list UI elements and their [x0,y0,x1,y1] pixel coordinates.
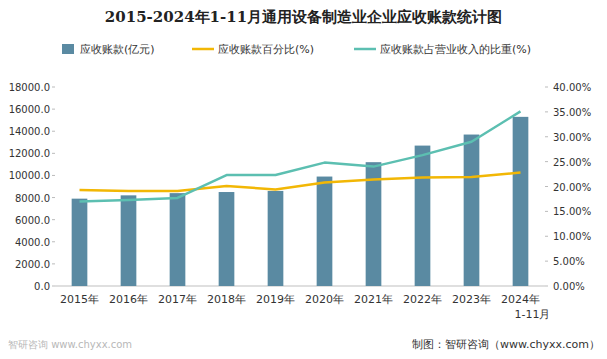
x-tick-label: 2019年 [256,293,295,306]
y-tick-label: 14000.0 [9,126,50,137]
line [80,173,521,191]
y2-tick [545,161,548,162]
y-tick [52,241,55,242]
y2-tick [545,286,548,287]
chart: 2015-2024年1-11月通用设备制造业企业应收账款统计图 0.0 2000.0… [0,0,607,359]
watermark: 智研咨询 www.chyxx.com [8,339,132,350]
y-tick [52,175,55,176]
title: 2015-2024年1-11月通用设备制造业企业应收账款统计图 [105,8,502,26]
y2-tick-label: 30.00% [553,132,591,143]
y-tick-label: 0.0 [34,281,50,292]
y-tick [52,219,55,220]
x-tick-label: 2021年 [354,293,393,306]
x-tick-label: 2018年 [207,293,246,306]
bar [268,191,284,286]
y-tick-label: 8000.0 [15,193,50,204]
bar [415,146,431,286]
bar [513,117,529,286]
x-tick-label: 2022年 [403,293,442,306]
x-tick-label: 2016年 [109,293,148,306]
y-tick-label: 10000.0 [9,170,50,181]
y-tick [52,131,55,132]
y2-tick-label: 25.00% [553,157,591,168]
y-tick [52,87,55,88]
y2-tick-label: 10.00% [553,231,591,242]
y2-tick [545,261,548,262]
plot-area [72,111,529,286]
y-tick [52,153,55,154]
legend-label: 应收账款占营业收入的比重(%) [380,43,531,56]
y2-tick-label: 35.00% [553,107,591,118]
line [80,111,521,201]
y2-tick [545,87,548,88]
y-tick [52,109,55,110]
y2-tick [545,211,548,212]
bar [170,193,186,286]
bar [219,192,235,286]
y2-tick-label: 20.00% [553,182,591,193]
y-tick-label: 2000.0 [15,259,50,270]
y2-tick [545,136,548,137]
bar [72,199,88,286]
y-tick-label: 12000.0 [9,148,50,159]
x-tick-label: 2015年 [60,293,99,306]
y-tick [52,197,55,198]
x-tick-label: 2023年 [452,293,491,306]
legend-swatch [192,48,214,51]
y2-tick-label: 0.00% [553,281,585,292]
legend-label: 应收账款百分比(%) [218,43,314,56]
x-tick-label: 2024年1-11月 [501,293,550,321]
y-tick [52,263,55,264]
bar [121,195,137,286]
x-tick-label: 2020年 [305,293,344,306]
y2-tick [545,111,548,112]
y2-tick [545,236,548,237]
y2-tick-label: 5.00% [553,256,585,267]
bar [464,135,480,286]
bar [317,177,333,286]
legend-swatch [354,48,376,51]
y-tick-label: 4000.0 [15,237,50,248]
x-tick-label: 2017年 [158,293,197,306]
chart-container: 2015-2024年1-11月通用设备制造业企业应收账款统计图 0.0 2000.0… [0,0,607,359]
y-tick [52,286,55,287]
legend-label: 应收账款(亿元) [80,43,155,56]
y2-tick-label: 40.00% [553,82,591,93]
y-tick-label: 16000.0 [9,104,50,115]
y-tick-label: 6000.0 [15,215,50,226]
y2-tick-label: 15.00% [553,206,591,217]
legend-swatch [62,44,74,54]
source-note: 制图：智研咨询（www.chyxx.com） [412,338,600,351]
y2-tick [545,186,548,187]
y-tick-label: 18000.0 [9,82,50,93]
